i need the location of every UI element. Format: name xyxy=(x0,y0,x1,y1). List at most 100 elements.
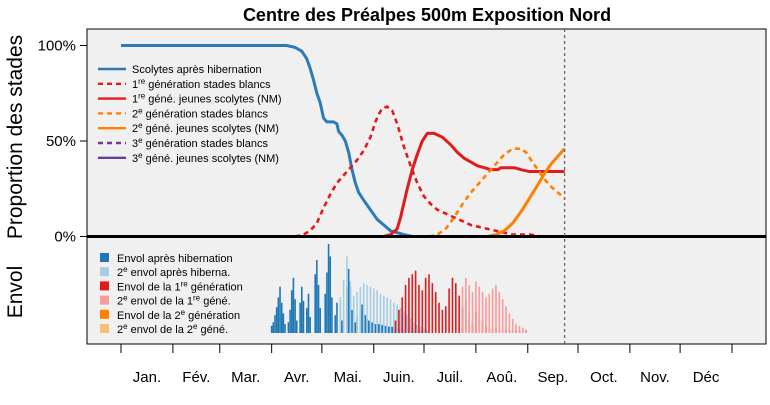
flight-bar-b0-29 xyxy=(331,297,333,333)
flight-bar-b1-24 xyxy=(419,326,422,333)
flight-bar-b1-19 xyxy=(403,311,405,333)
flight-bar-b3-4 xyxy=(475,281,477,333)
flight-bar-b3-13 xyxy=(505,306,507,333)
flight-bar-b1-2 xyxy=(346,256,348,333)
flight-bar-b0-17 xyxy=(302,300,305,333)
legend-label-b5: 2e envol de la 2e géné. xyxy=(117,322,228,337)
flight-bar-b2-3 xyxy=(404,284,407,333)
flight-bar-b0-14 xyxy=(295,320,298,333)
flight-bar-b0-41 xyxy=(361,304,363,333)
legend-label-b1: 2e envol après hiberna. xyxy=(117,265,230,280)
flight-bar-b0-23 xyxy=(317,284,320,333)
y-axis-label-proportion: Proportion des stades xyxy=(4,35,27,239)
flight-bar-b0-1 xyxy=(272,322,275,333)
legend-label-b0: Envol après hibernation xyxy=(117,253,233,265)
flight-bar-b1-21 xyxy=(409,318,412,333)
series-line-2e-gene-jeunes-scolytes-nm xyxy=(487,147,566,238)
flight-bar-b0-35 xyxy=(347,268,350,333)
legend-label-s5: 3e génération stades blancs xyxy=(132,136,268,151)
x-tick-label-mar: Mar. xyxy=(231,369,260,386)
legend-label-s6: 3e géné. jeunes scolytes (NM) xyxy=(132,150,279,165)
flight-bar-b1-16 xyxy=(393,302,395,333)
flight-bar-b1-10 xyxy=(372,288,375,333)
flight-bar-b1-25 xyxy=(423,328,425,333)
flight-bar-b1-8 xyxy=(366,284,368,333)
flight-bar-b3-15 xyxy=(511,318,514,333)
legend-label-s3: 2e génération stades blancs xyxy=(132,106,268,121)
flight-bar-b0-10 xyxy=(289,309,291,333)
flight-bar-b2-19 xyxy=(458,295,460,333)
flight-bar-b2-17 xyxy=(451,277,454,333)
legend-swatch-b5 xyxy=(100,324,109,333)
flight-bar-b0-5 xyxy=(279,286,281,333)
flight-bar-b1-11 xyxy=(376,290,378,333)
flight-bar-b1-12 xyxy=(379,293,382,333)
flight-bar-b0-31 xyxy=(336,302,338,333)
flight-bar-b2-1 xyxy=(398,309,400,333)
flight-bar-b3-11 xyxy=(498,292,501,333)
flight-bar-b3-2 xyxy=(468,284,470,333)
flight-bar-b3-17 xyxy=(518,325,521,333)
x-tick-label-juin: Juin. xyxy=(383,369,415,386)
legend-swatch-b3 xyxy=(100,295,109,305)
flight-bar-b1-15 xyxy=(389,299,392,333)
flight-bar-b1-7 xyxy=(362,283,365,333)
x-tick-label-oct: Oct. xyxy=(590,369,618,386)
flight-bar-b0-13 xyxy=(294,299,296,333)
flight-bar-b2-16 xyxy=(448,288,450,333)
flight-bar-b2-13 xyxy=(438,302,440,333)
flight-bar-b2-0 xyxy=(394,320,397,333)
legend-label-s2: 1re géné. jeunes scolytes (NM) xyxy=(132,91,282,106)
flight-bar-b0-37 xyxy=(351,309,353,333)
flight-bar-b2-6 xyxy=(414,270,417,333)
flight-bar-b1-20 xyxy=(406,315,409,333)
legend-swatch-b4 xyxy=(100,309,109,319)
flight-bar-b3-8 xyxy=(488,293,491,333)
flight-bar-b1-5 xyxy=(356,292,358,333)
flight-bar-b1-26 xyxy=(426,330,429,333)
legend-label-s4: 2e géné. jeunes scolytes (NM) xyxy=(132,121,279,136)
flight-bar-b2-7 xyxy=(418,284,420,333)
flight-bar-b0-0 xyxy=(270,325,273,333)
flight-bars xyxy=(270,244,527,333)
flight-bar-b0-28 xyxy=(329,256,332,333)
legend-swatch-b1 xyxy=(100,267,109,277)
flight-bar-b3-0 xyxy=(461,286,464,333)
flight-bar-b0-4 xyxy=(277,297,280,333)
flight-bar-b3-16 xyxy=(515,324,517,333)
y-axis-label-envol: Envol xyxy=(4,266,27,319)
flight-bar-b0-22 xyxy=(316,260,318,333)
x-tick-label-sep: Sep. xyxy=(537,369,568,386)
legend-label-b3: 2e envol de la 1re géné. xyxy=(117,293,231,308)
flight-bar-b0-6 xyxy=(280,302,283,333)
chart-title: Centre des Préalpes 500m Exposition Nord xyxy=(243,5,611,25)
y-tick-label-0: 0% xyxy=(54,229,76,246)
flight-bar-b2-11 xyxy=(431,283,434,333)
flight-bar-b0-25 xyxy=(324,293,327,333)
flight-bar-b0-59 xyxy=(391,326,393,333)
flight-bar-b1-4 xyxy=(352,295,355,333)
flight-bar-b2-8 xyxy=(421,290,424,333)
flight-bar-b2-14 xyxy=(441,309,444,333)
flight-bar-b0-3 xyxy=(275,307,278,333)
flight-bar-b0-51 xyxy=(378,324,380,333)
flight-bar-b0-18 xyxy=(306,308,308,333)
flight-bar-b0-57 xyxy=(388,326,390,333)
flight-bar-b3-7 xyxy=(485,297,487,333)
y-tick-label-100: 100% xyxy=(38,38,76,55)
flight-bar-b0-8 xyxy=(284,324,286,333)
flight-bar-b1-0 xyxy=(339,297,342,333)
flight-bar-b1-1 xyxy=(342,279,345,333)
series-line-1re-gene-jeunes-scolytes-nm xyxy=(370,131,565,238)
flight-bar-b1-13 xyxy=(383,295,385,333)
flight-bar-b0-21 xyxy=(314,274,316,333)
flight-bar-b2-2 xyxy=(401,297,404,333)
flight-bar-b3-18 xyxy=(521,327,524,333)
flight-bar-b3-12 xyxy=(501,299,504,333)
flight-bar-b0-20 xyxy=(309,316,311,333)
flight-bar-b0-38 xyxy=(354,322,357,333)
flight-bar-b1-23 xyxy=(416,324,419,333)
